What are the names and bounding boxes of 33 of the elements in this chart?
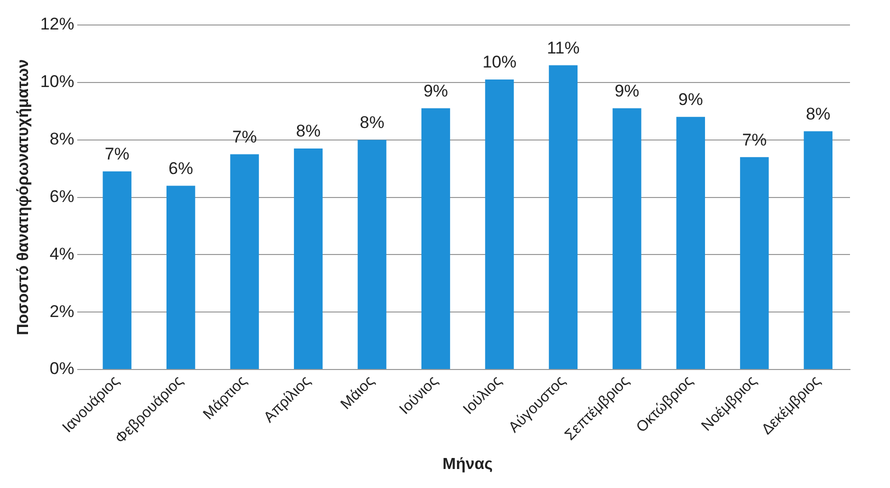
bar [421,108,450,370]
bar [548,65,578,370]
data-label: 6% [168,158,194,178]
y-tick-label: 4% [50,244,74,264]
bar [358,140,386,370]
bar [485,80,514,370]
data-label: 8% [360,113,384,132]
data-label: 11% [546,38,580,58]
data-label: 8% [806,104,830,124]
bar [102,171,132,370]
x-axis-title: Μήνας [442,456,493,473]
bar [676,116,706,370]
y-tick-label: 12% [40,14,74,34]
bar [230,154,259,370]
y-tick-label: 2% [50,302,74,321]
bar [804,131,832,370]
data-label: 7% [104,144,130,164]
y-tick-label: 10% [40,72,74,92]
y-tick-label: 8% [50,130,74,149]
data-label: 7% [232,127,257,146]
data-label: 10% [482,52,516,72]
bar [294,148,323,370]
data-label: 9% [423,81,448,100]
data-label: 8% [296,122,321,141]
bar [740,157,769,370]
data-label: 9% [614,81,640,100]
y-tick-label: 0% [50,359,74,378]
data-label: 9% [678,90,703,110]
bar [166,186,196,370]
y-axis-title: Ποσοστό θανατηφόρωνατυχήματων [15,59,32,336]
y-tick-label: 6% [50,186,74,206]
bar [612,108,642,370]
data-label: 7% [742,130,767,150]
